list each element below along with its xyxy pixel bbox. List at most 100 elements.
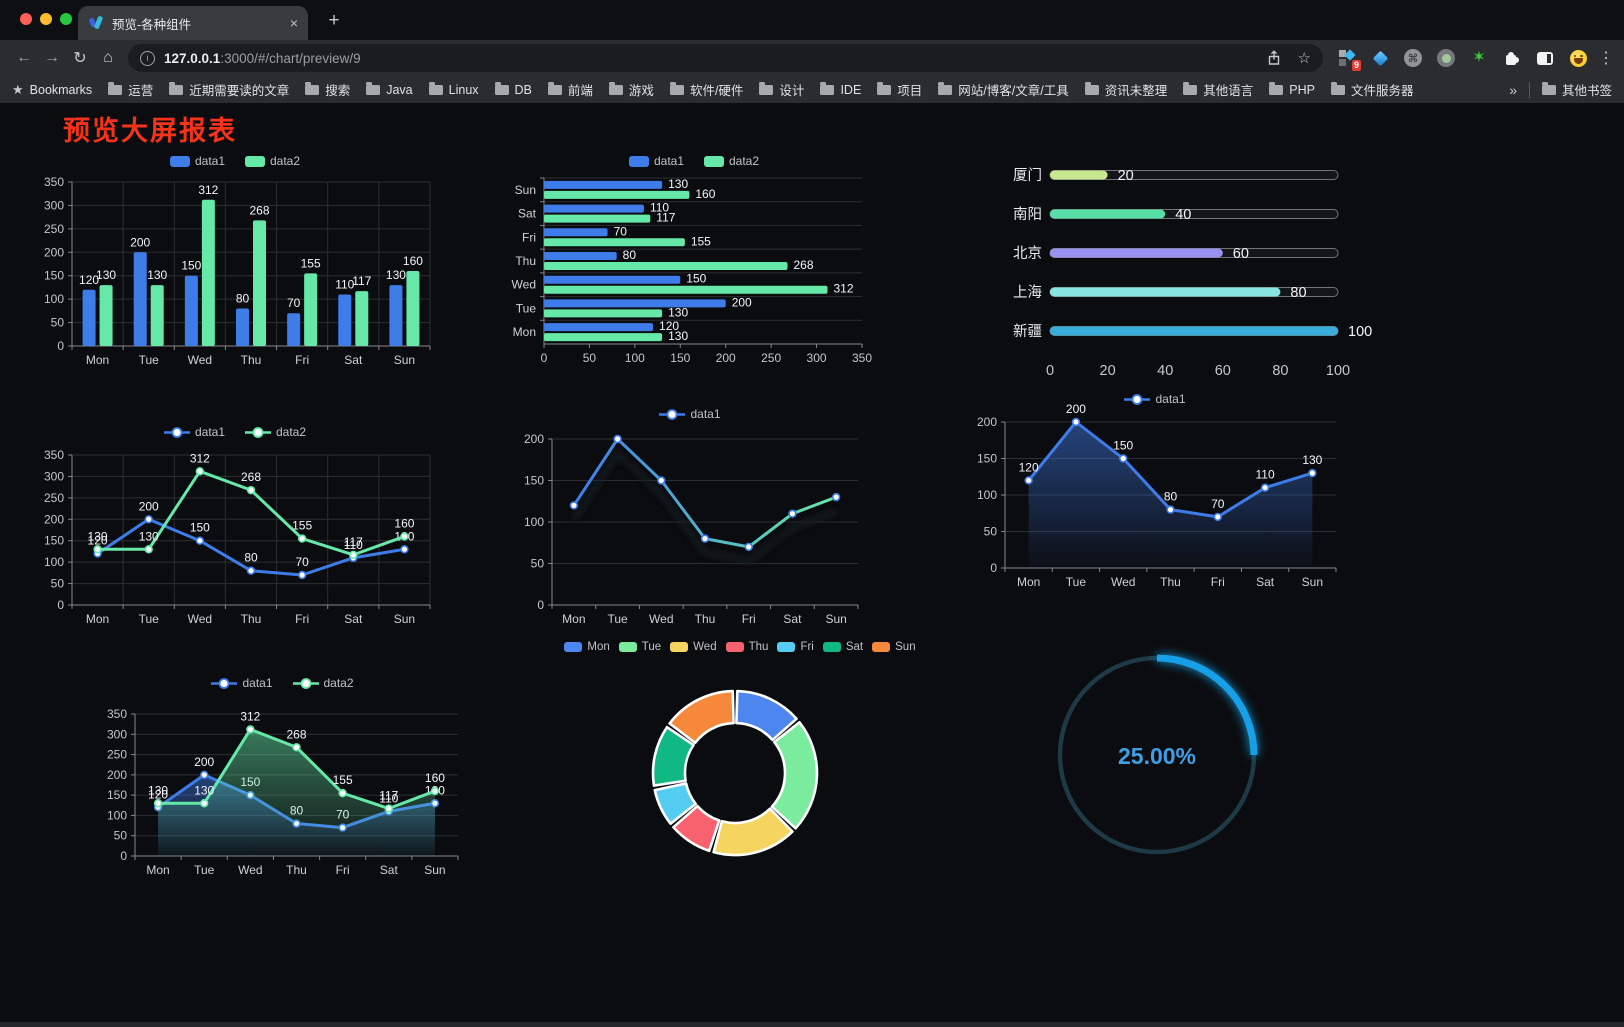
donut-chart-canvas[interactable] bbox=[540, 659, 940, 889]
legend-label: data1 bbox=[194, 154, 225, 168]
legend-item-Wed[interactable]: Wed bbox=[670, 641, 717, 653]
bottom-strip bbox=[0, 1022, 1624, 1027]
svg-text:160: 160 bbox=[695, 187, 715, 201]
legend-item-Sat[interactable]: Sat bbox=[822, 641, 863, 653]
bookmarks-overflow-chevron[interactable]: » bbox=[1509, 81, 1517, 98]
svg-text:Wed: Wed bbox=[188, 353, 212, 367]
bar-horizontal-chart-canvas[interactable]: 0 50 100 150 200 250 300 350 Sun Sat Fri Thu Wed Tue M… bbox=[498, 172, 890, 376]
legend-item-data2[interactable]: data2 bbox=[245, 154, 300, 168]
bookmark-folder[interactable]: 资讯未整理 bbox=[1084, 80, 1167, 99]
bookmark-star-icon[interactable]: ☆ bbox=[1297, 49, 1311, 67]
legend-item-data1[interactable]: data1 bbox=[659, 407, 721, 421]
legend-item-data2[interactable]: data2 bbox=[292, 676, 354, 690]
bookmark-folder-label: 搜索 bbox=[325, 84, 351, 98]
chart-legend: Mon Tue Wed Thu Fri Sat Sun bbox=[540, 635, 940, 659]
bookmark-folder[interactable]: 软件/硬件 bbox=[669, 80, 743, 99]
legend-item-Sun[interactable]: Sun bbox=[872, 641, 916, 653]
bookmark-folder[interactable]: 搜索 bbox=[305, 80, 350, 99]
extension-icon-emoji-face[interactable] bbox=[1568, 48, 1588, 68]
bookmarks-root[interactable]: ★ Bookmarks bbox=[12, 82, 92, 98]
svg-text:Tue: Tue bbox=[607, 612, 628, 626]
legend-item-Tue[interactable]: Tue bbox=[618, 641, 661, 653]
zoom-window-button[interactable] bbox=[60, 13, 72, 25]
bar-vertical-chart-canvas[interactable]: 0 50 100 150 200 250 300 350 Mon Tue Wed Thu Fri Sat S… bbox=[30, 172, 440, 376]
svg-text:300: 300 bbox=[44, 198, 64, 212]
other-bookmarks-label: 其他书签 bbox=[1561, 84, 1612, 98]
legend-item-data2[interactable]: data2 bbox=[704, 154, 759, 168]
bookmark-folder[interactable]: DB bbox=[494, 82, 532, 97]
progress-bars-chart-canvas[interactable]: 厦门 20 南阳 40 北京 60 上海 80 新疆 100 0 20 40 60 80 100 bbox=[1000, 153, 1372, 395]
line-gradient-chart-canvas[interactable]: 0 50 100 150 200 Mon Tue Wed Thu Fri Sat Sun bbox=[500, 425, 880, 637]
close-window-button[interactable] bbox=[20, 13, 32, 25]
bookmark-folder[interactable]: 文件服务器 bbox=[1330, 80, 1413, 99]
reload-icon[interactable]: ↻ bbox=[73, 50, 87, 67]
svg-text:Tue: Tue bbox=[139, 612, 160, 626]
bookmark-folder[interactable]: 设计 bbox=[759, 80, 804, 99]
legend-label: data1 bbox=[690, 407, 721, 421]
svg-text:100: 100 bbox=[524, 515, 544, 529]
legend-item-data1[interactable]: data1 bbox=[163, 425, 225, 439]
extension-icon-green-star[interactable]: ✶ bbox=[1472, 49, 1486, 66]
area-two-series-chart-canvas[interactable]: 0 50 100 150 200 250 300 350 Mon Tue Wed Thu Fri Sat S… bbox=[95, 694, 470, 890]
legend-item-Mon[interactable]: Mon bbox=[564, 641, 610, 653]
svg-text:Fri: Fri bbox=[295, 612, 309, 626]
svg-text:Tue: Tue bbox=[139, 353, 160, 367]
other-bookmarks-folder[interactable]: 其他书签 bbox=[1541, 80, 1612, 99]
site-info-icon[interactable]: i bbox=[140, 50, 155, 66]
svg-text:80: 80 bbox=[1164, 490, 1178, 504]
chart-legend: data1 bbox=[500, 403, 880, 425]
series-data2: 130 130 312 268 155 117 160 bbox=[96, 183, 423, 346]
extension-icon-blue-diamond[interactable] bbox=[1370, 48, 1390, 68]
tab-close-icon[interactable]: × bbox=[289, 15, 298, 31]
bookmark-folder[interactable]: IDE bbox=[820, 82, 861, 97]
minimize-window-button[interactable] bbox=[40, 13, 52, 25]
extension-icon-split-square[interactable] bbox=[1535, 48, 1555, 68]
bookmark-folder[interactable]: PHP bbox=[1269, 82, 1315, 97]
svg-text:Tue: Tue bbox=[516, 301, 537, 315]
home-icon[interactable]: ⌂ bbox=[103, 49, 113, 66]
share-icon[interactable] bbox=[1267, 50, 1281, 66]
svg-text:Thu: Thu bbox=[241, 353, 262, 367]
forward-icon[interactable]: → bbox=[44, 49, 60, 66]
legend-item-data1[interactable]: data1 bbox=[211, 676, 273, 690]
svg-text:50: 50 bbox=[531, 557, 545, 571]
line-two-series-chart-canvas[interactable]: 0 50 100 150 200 250 300 350 Mon Tue Wed Thu Fri Sat S… bbox=[30, 443, 440, 641]
bookmark-folder[interactable]: 近期需要读的文章 bbox=[169, 80, 289, 99]
legend-item-data1[interactable]: data1 bbox=[1124, 392, 1186, 406]
svg-text:Thu: Thu bbox=[695, 612, 716, 626]
new-tab-button[interactable]: + bbox=[328, 10, 340, 31]
address-bar[interactable]: i 127.0.0.1:3000/#/chart/preview/9 ☆ bbox=[128, 44, 1323, 72]
svg-text:25.00%: 25.00% bbox=[1118, 743, 1196, 769]
address-bar-actions: ☆ bbox=[1267, 50, 1311, 66]
browser-tab[interactable]: 预览-各种组件 × bbox=[78, 6, 308, 40]
bookmark-folder[interactable]: 项目 bbox=[877, 80, 922, 99]
extension-icon-colorful-blocks[interactable]: 9 bbox=[1337, 48, 1361, 71]
legend-swatch bbox=[564, 642, 583, 652]
legend-item-data1[interactable]: data1 bbox=[628, 154, 684, 168]
bookmark-folder-label: 其他语言 bbox=[1203, 84, 1254, 98]
legend-item-Thu[interactable]: Thu bbox=[725, 641, 768, 653]
chrome-menu-icon[interactable]: ⋮ bbox=[1598, 50, 1614, 67]
legend-item-Fri[interactable]: Fri bbox=[777, 641, 814, 653]
gauge-chart-canvas[interactable]: 25.00% bbox=[1050, 645, 1265, 867]
area-two-series-chart-panel: data1 data2 0 50 100 150 200 250 300 350 Mon Tue Wed… bbox=[95, 672, 470, 894]
bookmark-folder[interactable]: 网站/博客/文章/工具 bbox=[938, 80, 1069, 99]
svg-text:155: 155 bbox=[292, 519, 312, 533]
bookmark-folder[interactable]: 前端 bbox=[547, 80, 593, 99]
extension-icon-green-dot-circle[interactable] bbox=[1436, 48, 1456, 68]
bookmark-folder[interactable]: Linux bbox=[428, 82, 479, 97]
svg-text:110: 110 bbox=[1256, 468, 1275, 482]
bookmark-folder[interactable]: Java bbox=[366, 82, 413, 97]
legend-item-data2[interactable]: data2 bbox=[245, 425, 306, 439]
svg-text:Sat: Sat bbox=[1256, 575, 1275, 589]
bookmark-folder[interactable]: 其他语言 bbox=[1183, 80, 1253, 99]
bookmark-folder[interactable]: 运营 bbox=[108, 80, 153, 99]
extension-icon-command-circle[interactable]: ⌘ bbox=[1403, 48, 1423, 68]
bookmark-folder-label: Java bbox=[386, 82, 413, 97]
back-icon[interactable]: ← bbox=[16, 49, 32, 66]
bookmark-folder[interactable]: 游戏 bbox=[608, 80, 654, 99]
legend-item-data1[interactable]: data1 bbox=[169, 154, 225, 168]
extension-icon-puzzle[interactable] bbox=[1502, 48, 1522, 68]
svg-text:268: 268 bbox=[249, 203, 269, 217]
